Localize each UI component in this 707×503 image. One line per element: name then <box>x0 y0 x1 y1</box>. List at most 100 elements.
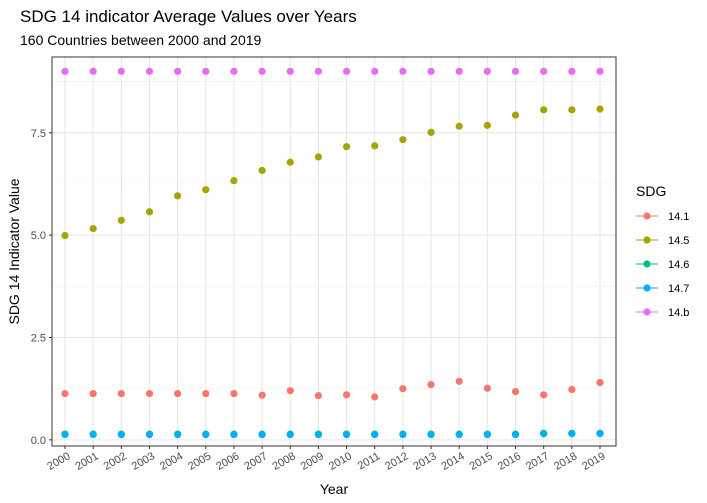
data-point <box>511 387 520 396</box>
data-point <box>286 158 294 166</box>
x-tick-label: 2001 <box>73 450 100 473</box>
data-point <box>455 122 463 130</box>
y-axis-title: SDG 14 Indicator Value <box>6 178 22 324</box>
x-tick-label: 2003 <box>130 450 157 473</box>
data-point <box>174 430 182 439</box>
data-point <box>483 121 491 129</box>
x-tick-label: 2006 <box>214 450 241 473</box>
data-point <box>596 430 604 438</box>
x-tick-label: 2017 <box>524 450 551 473</box>
data-point <box>117 216 125 224</box>
x-tick-label: 2018 <box>552 450 579 473</box>
x-tick-label: 2007 <box>242 450 269 473</box>
data-point <box>427 128 435 136</box>
data-point <box>202 430 210 439</box>
data-point <box>427 67 435 75</box>
x-tick-label: 2015 <box>468 450 495 473</box>
data-point <box>314 392 323 400</box>
data-point <box>117 67 125 75</box>
data-point <box>568 106 576 114</box>
x-tick-label: 2010 <box>327 450 354 473</box>
x-tick-label: 2009 <box>299 450 326 473</box>
legend-key-point <box>643 212 651 220</box>
data-point <box>314 430 323 439</box>
data-point <box>399 385 407 393</box>
legend-label: 14.5 <box>668 235 689 247</box>
data-point <box>427 380 435 389</box>
x-axis-title: Year <box>320 481 349 497</box>
data-point <box>399 67 407 75</box>
data-point <box>455 377 463 385</box>
chart-title: SDG 14 indicator Average Values over Yea… <box>20 7 357 26</box>
data-point <box>89 67 97 75</box>
x-tick-label: 2016 <box>496 450 523 473</box>
data-point <box>314 153 323 161</box>
x-tick-label: 2011 <box>356 450 382 472</box>
data-point <box>540 106 548 114</box>
data-point <box>202 186 210 194</box>
data-point <box>371 142 379 150</box>
data-point <box>258 430 266 439</box>
x-tick-label: 2012 <box>383 450 410 473</box>
legend-key-point <box>643 260 651 268</box>
y-tick-label: 2.5 <box>31 332 46 344</box>
data-point <box>61 67 69 75</box>
data-point <box>145 67 154 75</box>
data-point <box>511 111 520 119</box>
x-tick-label: 2005 <box>186 450 213 473</box>
data-point <box>568 430 576 438</box>
y-tick-label: 7.5 <box>31 128 46 140</box>
data-point <box>89 389 97 398</box>
data-point <box>483 67 491 75</box>
data-point <box>174 67 182 75</box>
chart-subtitle: 160 Countries between 2000 and 2019 <box>20 32 262 48</box>
data-point <box>342 143 351 151</box>
data-point <box>202 67 210 75</box>
data-point <box>61 389 69 398</box>
data-point <box>511 67 520 75</box>
data-point <box>117 430 125 439</box>
legend-label: 14.1 <box>668 211 689 223</box>
data-point <box>89 224 97 233</box>
data-point <box>145 208 154 216</box>
data-point <box>174 389 182 398</box>
data-point <box>455 67 463 75</box>
data-point <box>399 430 407 439</box>
data-point <box>342 391 351 399</box>
data-point <box>371 393 379 401</box>
legend-title: SDG <box>636 183 666 199</box>
data-point <box>286 387 294 395</box>
y-tick-label: 0.0 <box>31 435 46 447</box>
data-point <box>89 430 97 439</box>
y-tick-label: 5.0 <box>31 230 46 242</box>
data-point <box>174 192 182 200</box>
data-point <box>371 430 379 439</box>
data-point <box>455 430 463 439</box>
data-point <box>427 430 435 439</box>
data-point <box>230 67 238 75</box>
data-point <box>568 385 576 394</box>
data-point <box>286 67 294 75</box>
data-point <box>483 384 491 392</box>
data-point <box>568 67 576 75</box>
data-point <box>540 391 548 399</box>
data-point <box>230 389 238 398</box>
panel-border <box>51 56 617 447</box>
data-point <box>145 389 154 398</box>
legend-key-point <box>643 284 651 292</box>
data-point <box>342 430 351 439</box>
data-point <box>258 67 266 75</box>
data-point <box>371 67 379 75</box>
data-point <box>258 391 266 399</box>
data-point <box>117 389 125 398</box>
legend-label: 14.7 <box>668 283 689 295</box>
data-point <box>399 136 407 144</box>
data-point <box>230 430 238 439</box>
data-point <box>540 67 548 75</box>
data-point <box>342 67 351 75</box>
data-point <box>596 378 604 387</box>
x-tick-label: 2008 <box>271 450 298 473</box>
data-point <box>61 430 69 439</box>
